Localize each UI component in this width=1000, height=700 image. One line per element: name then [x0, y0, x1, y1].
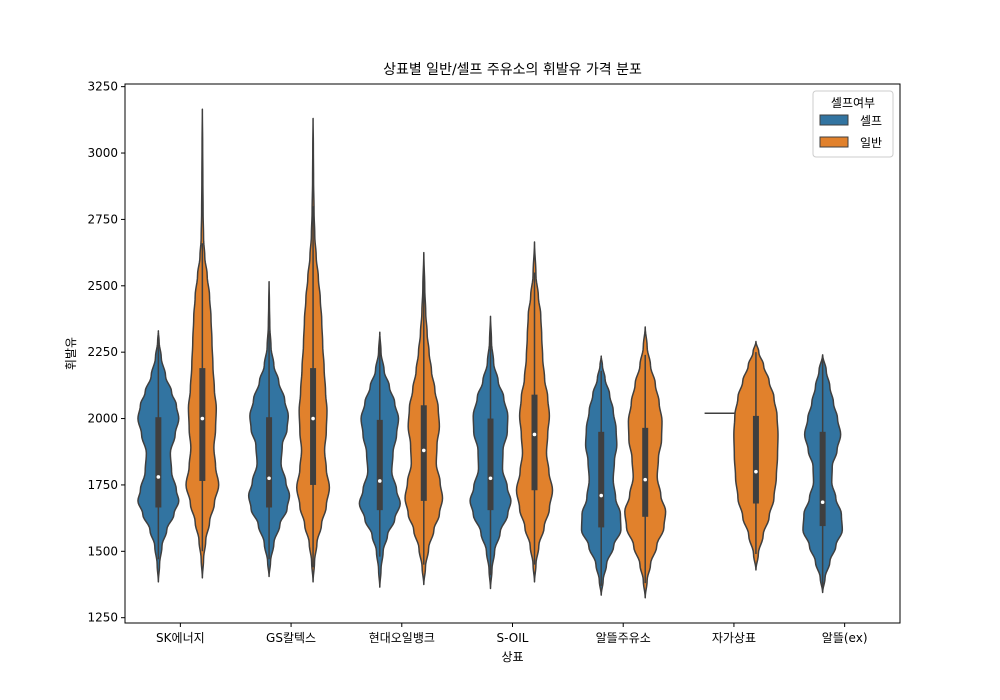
legend: 셀프여부 셀프 일반	[812, 90, 894, 158]
y-tick-label: 1250	[87, 611, 118, 625]
violin-layer	[137, 108, 844, 599]
x-tick-label: S-OIL	[497, 631, 529, 645]
violin-median	[377, 479, 382, 483]
violin-iqr	[819, 431, 826, 527]
violin-iqr	[642, 427, 649, 517]
violin-median	[820, 500, 825, 504]
legend-swatch-full	[819, 136, 849, 148]
violin-self	[580, 355, 622, 596]
violin-median	[599, 493, 604, 498]
chart-title: 상표별 일반/셀프 주유소의 휘발유 가격 분포	[383, 62, 642, 78]
violin-iqr	[310, 368, 317, 485]
y-tick-label: 3000	[87, 146, 118, 160]
violin-iqr	[531, 394, 538, 491]
violin-iqr	[155, 417, 162, 508]
violin-median	[200, 416, 205, 421]
violin-self	[247, 281, 291, 578]
violin-iqr	[487, 418, 494, 511]
x-tick-label: 현대오일뱅크	[369, 631, 435, 645]
violin-self	[802, 354, 844, 594]
violin-full	[404, 251, 444, 586]
y-tick-label: 1500	[87, 544, 118, 558]
y-axis: 1250 1500 1750 2000 2250 2500 2750 3000 3250	[87, 80, 125, 625]
violin-median	[532, 432, 537, 437]
y-tick-label: 2000	[87, 412, 118, 426]
violin-median	[267, 476, 271, 481]
legend-title: 셀프여부	[831, 96, 875, 110]
violin-full	[185, 108, 220, 579]
violin-iqr	[420, 405, 427, 501]
violin-full	[515, 241, 554, 583]
x-axis: SK에너지 GS칼텍스 현대오일뱅크 S-OIL 알뜰주유소 자가상표 알뜰(ex)	[156, 623, 868, 645]
x-tick-label: GS칼텍스	[266, 631, 316, 645]
y-tick-label: 2250	[87, 345, 118, 359]
y-tick-label: 2750	[87, 212, 118, 226]
violin-iqr	[199, 368, 206, 481]
legend-label-self: 셀프	[860, 114, 882, 128]
violin-full	[733, 340, 779, 571]
y-tick-label: 3250	[87, 80, 118, 94]
plot-frame	[124, 83, 901, 624]
violin-self	[137, 330, 180, 583]
violin-iqr	[752, 415, 759, 504]
violin-self	[358, 331, 401, 588]
violin-median	[488, 476, 493, 481]
violin-median	[156, 475, 161, 479]
violin-median	[311, 416, 315, 421]
y-tick-label: 1750	[87, 478, 118, 492]
violin-full	[296, 117, 331, 583]
x-tick-label: 알뜰주유소	[596, 631, 651, 645]
x-tick-label: SK에너지	[156, 631, 205, 645]
violin-full	[624, 326, 667, 599]
violin-median	[643, 477, 648, 482]
violin-iqr	[376, 419, 383, 511]
legend-swatch-self	[819, 114, 849, 126]
x-tick-label: 자가상표	[712, 631, 756, 645]
violin-median	[421, 448, 426, 453]
violin-self	[469, 315, 512, 590]
legend-label-full: 일반	[860, 136, 882, 150]
x-axis-title: 상표	[501, 650, 523, 664]
y-tick-label: 2500	[87, 279, 118, 293]
x-tick-label: 알뜰(ex)	[822, 631, 868, 645]
y-axis-title: 휘발유	[64, 337, 78, 370]
violin-iqr	[598, 431, 605, 528]
violin-iqr	[266, 417, 273, 508]
violin-median	[754, 469, 758, 474]
